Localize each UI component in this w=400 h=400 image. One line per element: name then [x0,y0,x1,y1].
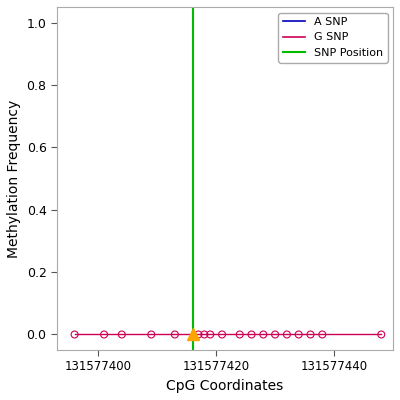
Point [378,331,384,338]
Point [148,331,154,338]
Point [272,331,278,338]
Point [260,331,266,338]
Point [219,331,225,338]
Y-axis label: Methylation Frequency: Methylation Frequency [7,99,21,258]
Point [172,331,178,338]
Point [195,331,202,338]
Point [72,331,78,338]
Point [307,331,314,338]
Legend: A SNP, G SNP, SNP Position: A SNP, G SNP, SNP Position [278,12,388,62]
Point [201,331,208,338]
Point [296,331,302,338]
Point [248,331,255,338]
Point [284,331,290,338]
Point [319,331,326,338]
X-axis label: CpG Coordinates: CpG Coordinates [166,379,284,393]
Point [236,331,243,338]
Point [101,331,107,338]
Point [207,331,214,338]
Point [118,331,125,338]
